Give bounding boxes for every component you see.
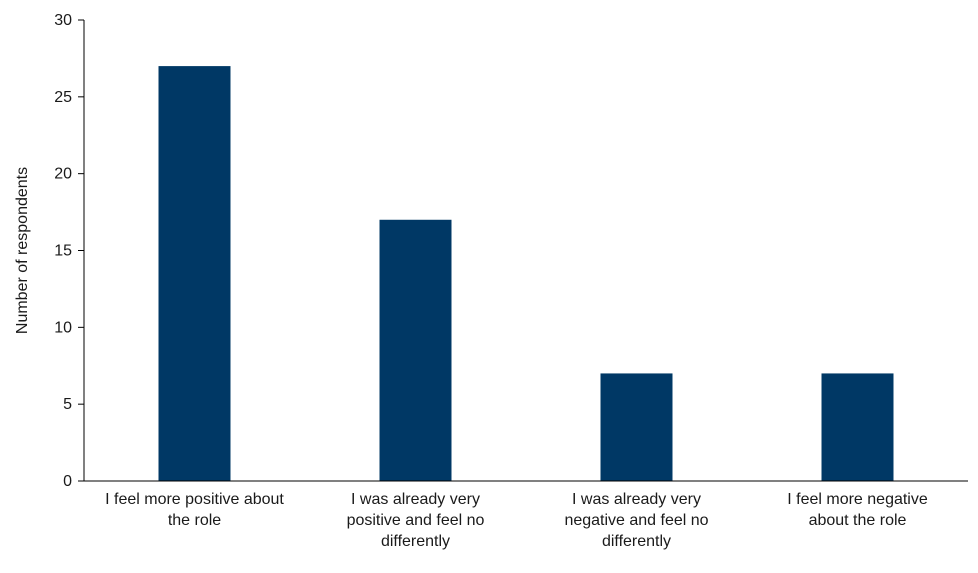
y-tick-label: 15 — [54, 243, 72, 260]
y-axis-title: Number of respondents — [14, 167, 31, 334]
x-category-label-line: the role — [168, 512, 221, 529]
y-tick-label: 5 — [63, 396, 72, 413]
x-category-label-line: positive and feel no — [347, 512, 485, 529]
x-category-label-line: differently — [602, 533, 671, 550]
bar — [379, 219, 452, 481]
x-category-label: I feel more positive about the role — [105, 491, 284, 529]
x-category-label: I was already very positive and feel no di… — [347, 491, 485, 550]
bar — [821, 373, 894, 481]
y-axis-ticks: 0 5 10 15 20 25 30 — [54, 12, 84, 490]
x-category-label-line: I was already very — [572, 491, 701, 508]
x-category-label-line: negative and feel no — [564, 512, 708, 529]
y-tick-label: 20 — [54, 166, 72, 183]
x-category-label-line: I feel more negative — [787, 491, 928, 508]
x-category-label-line: about the role — [809, 512, 907, 529]
bar — [158, 66, 231, 481]
x-category-label-line: I was already very — [351, 491, 480, 508]
bars — [158, 66, 894, 481]
y-tick-label: 10 — [54, 319, 72, 336]
y-tick-label: 30 — [54, 12, 72, 29]
bar — [600, 373, 673, 481]
y-tick-label: 25 — [54, 89, 72, 106]
x-axis-category-labels: I feel more positive about the role I was … — [105, 491, 928, 550]
x-category-label: I was already very negative and feel no di… — [564, 491, 708, 550]
x-category-label-line: differently — [381, 533, 450, 550]
x-category-label-line: I feel more positive about — [105, 491, 284, 508]
x-category-label: I feel more negative about the role — [787, 491, 928, 529]
y-tick-label: 0 — [63, 473, 72, 490]
